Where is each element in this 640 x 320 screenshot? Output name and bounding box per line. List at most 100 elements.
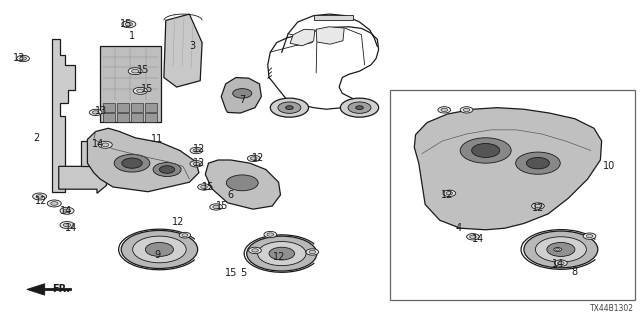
Polygon shape — [414, 108, 602, 230]
Text: 9: 9 — [154, 250, 161, 260]
Text: 11: 11 — [152, 134, 164, 144]
Circle shape — [554, 248, 561, 252]
Polygon shape — [221, 77, 261, 113]
Text: 12: 12 — [273, 252, 285, 262]
Circle shape — [20, 57, 26, 60]
Circle shape — [269, 247, 294, 260]
Circle shape — [60, 221, 74, 228]
Circle shape — [121, 230, 198, 268]
Circle shape — [90, 109, 102, 116]
Text: 8: 8 — [572, 267, 578, 277]
Polygon shape — [290, 29, 315, 46]
Bar — [117, 103, 129, 112]
Circle shape — [586, 235, 593, 238]
Circle shape — [547, 243, 575, 256]
Circle shape — [446, 192, 452, 195]
Circle shape — [252, 249, 259, 252]
Bar — [100, 46, 161, 122]
Text: 6: 6 — [228, 190, 234, 200]
Polygon shape — [316, 27, 344, 44]
Circle shape — [532, 203, 544, 209]
Circle shape — [534, 204, 541, 208]
Circle shape — [51, 202, 58, 205]
Circle shape — [210, 204, 223, 210]
Circle shape — [190, 161, 203, 167]
Circle shape — [153, 163, 181, 177]
Circle shape — [33, 193, 47, 200]
Polygon shape — [81, 141, 113, 166]
Text: 14: 14 — [60, 206, 72, 216]
Circle shape — [270, 98, 308, 117]
Text: 12: 12 — [532, 203, 545, 212]
Circle shape — [132, 69, 139, 73]
Circle shape — [348, 102, 371, 113]
Circle shape — [133, 87, 147, 94]
Text: 15: 15 — [216, 201, 228, 211]
Circle shape — [524, 231, 598, 268]
Circle shape — [198, 184, 211, 190]
Circle shape — [63, 209, 70, 212]
Circle shape — [36, 195, 44, 198]
Circle shape — [257, 242, 306, 266]
Bar — [145, 103, 157, 112]
Circle shape — [128, 68, 142, 75]
Circle shape — [182, 234, 188, 237]
Text: FR.: FR. — [52, 284, 70, 294]
Text: 12: 12 — [441, 190, 454, 200]
Circle shape — [125, 22, 132, 26]
Circle shape — [227, 175, 258, 191]
Circle shape — [306, 249, 319, 255]
Text: 15: 15 — [141, 84, 153, 94]
Text: 14: 14 — [552, 259, 564, 269]
Bar — [390, 90, 636, 300]
Circle shape — [472, 143, 500, 157]
Text: 15: 15 — [202, 182, 214, 192]
Text: 10: 10 — [602, 161, 615, 171]
Circle shape — [233, 89, 252, 98]
Circle shape — [17, 55, 29, 62]
Circle shape — [193, 149, 200, 152]
Circle shape — [460, 107, 473, 113]
Polygon shape — [59, 166, 106, 193]
Circle shape — [267, 233, 274, 236]
Circle shape — [201, 185, 207, 188]
Text: 13: 13 — [13, 53, 26, 63]
Text: 12: 12 — [35, 196, 47, 206]
Circle shape — [247, 155, 260, 162]
Text: 13: 13 — [95, 106, 108, 116]
Circle shape — [470, 235, 476, 238]
Circle shape — [92, 111, 99, 114]
Bar — [131, 103, 143, 112]
Circle shape — [122, 158, 142, 168]
Circle shape — [536, 237, 586, 262]
Circle shape — [248, 247, 261, 253]
Bar — [103, 113, 115, 122]
Circle shape — [443, 190, 456, 196]
Circle shape — [114, 154, 150, 172]
Circle shape — [179, 232, 191, 238]
Bar — [145, 113, 157, 122]
Circle shape — [554, 260, 567, 266]
Text: 5: 5 — [241, 268, 246, 278]
Circle shape — [246, 236, 317, 271]
Text: 2: 2 — [33, 133, 40, 143]
Circle shape — [583, 233, 596, 239]
Circle shape — [467, 234, 479, 240]
Circle shape — [516, 152, 560, 174]
Text: 7: 7 — [239, 95, 245, 105]
Circle shape — [250, 157, 257, 160]
Bar — [117, 113, 129, 122]
Circle shape — [556, 248, 559, 251]
Circle shape — [438, 107, 451, 113]
Text: 14: 14 — [65, 223, 77, 233]
Polygon shape — [205, 160, 280, 209]
Circle shape — [356, 106, 364, 109]
Circle shape — [264, 231, 276, 238]
Text: 14: 14 — [472, 234, 484, 244]
Text: 1: 1 — [129, 31, 135, 41]
Circle shape — [47, 200, 61, 207]
Circle shape — [122, 21, 136, 28]
Circle shape — [60, 207, 74, 214]
Circle shape — [309, 250, 316, 254]
Text: 15: 15 — [120, 19, 132, 29]
